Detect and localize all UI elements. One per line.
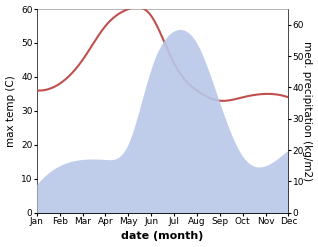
Y-axis label: max temp (C): max temp (C) [5, 75, 16, 147]
X-axis label: date (month): date (month) [121, 231, 204, 242]
Y-axis label: med. precipitation (kg/m2): med. precipitation (kg/m2) [302, 41, 313, 181]
